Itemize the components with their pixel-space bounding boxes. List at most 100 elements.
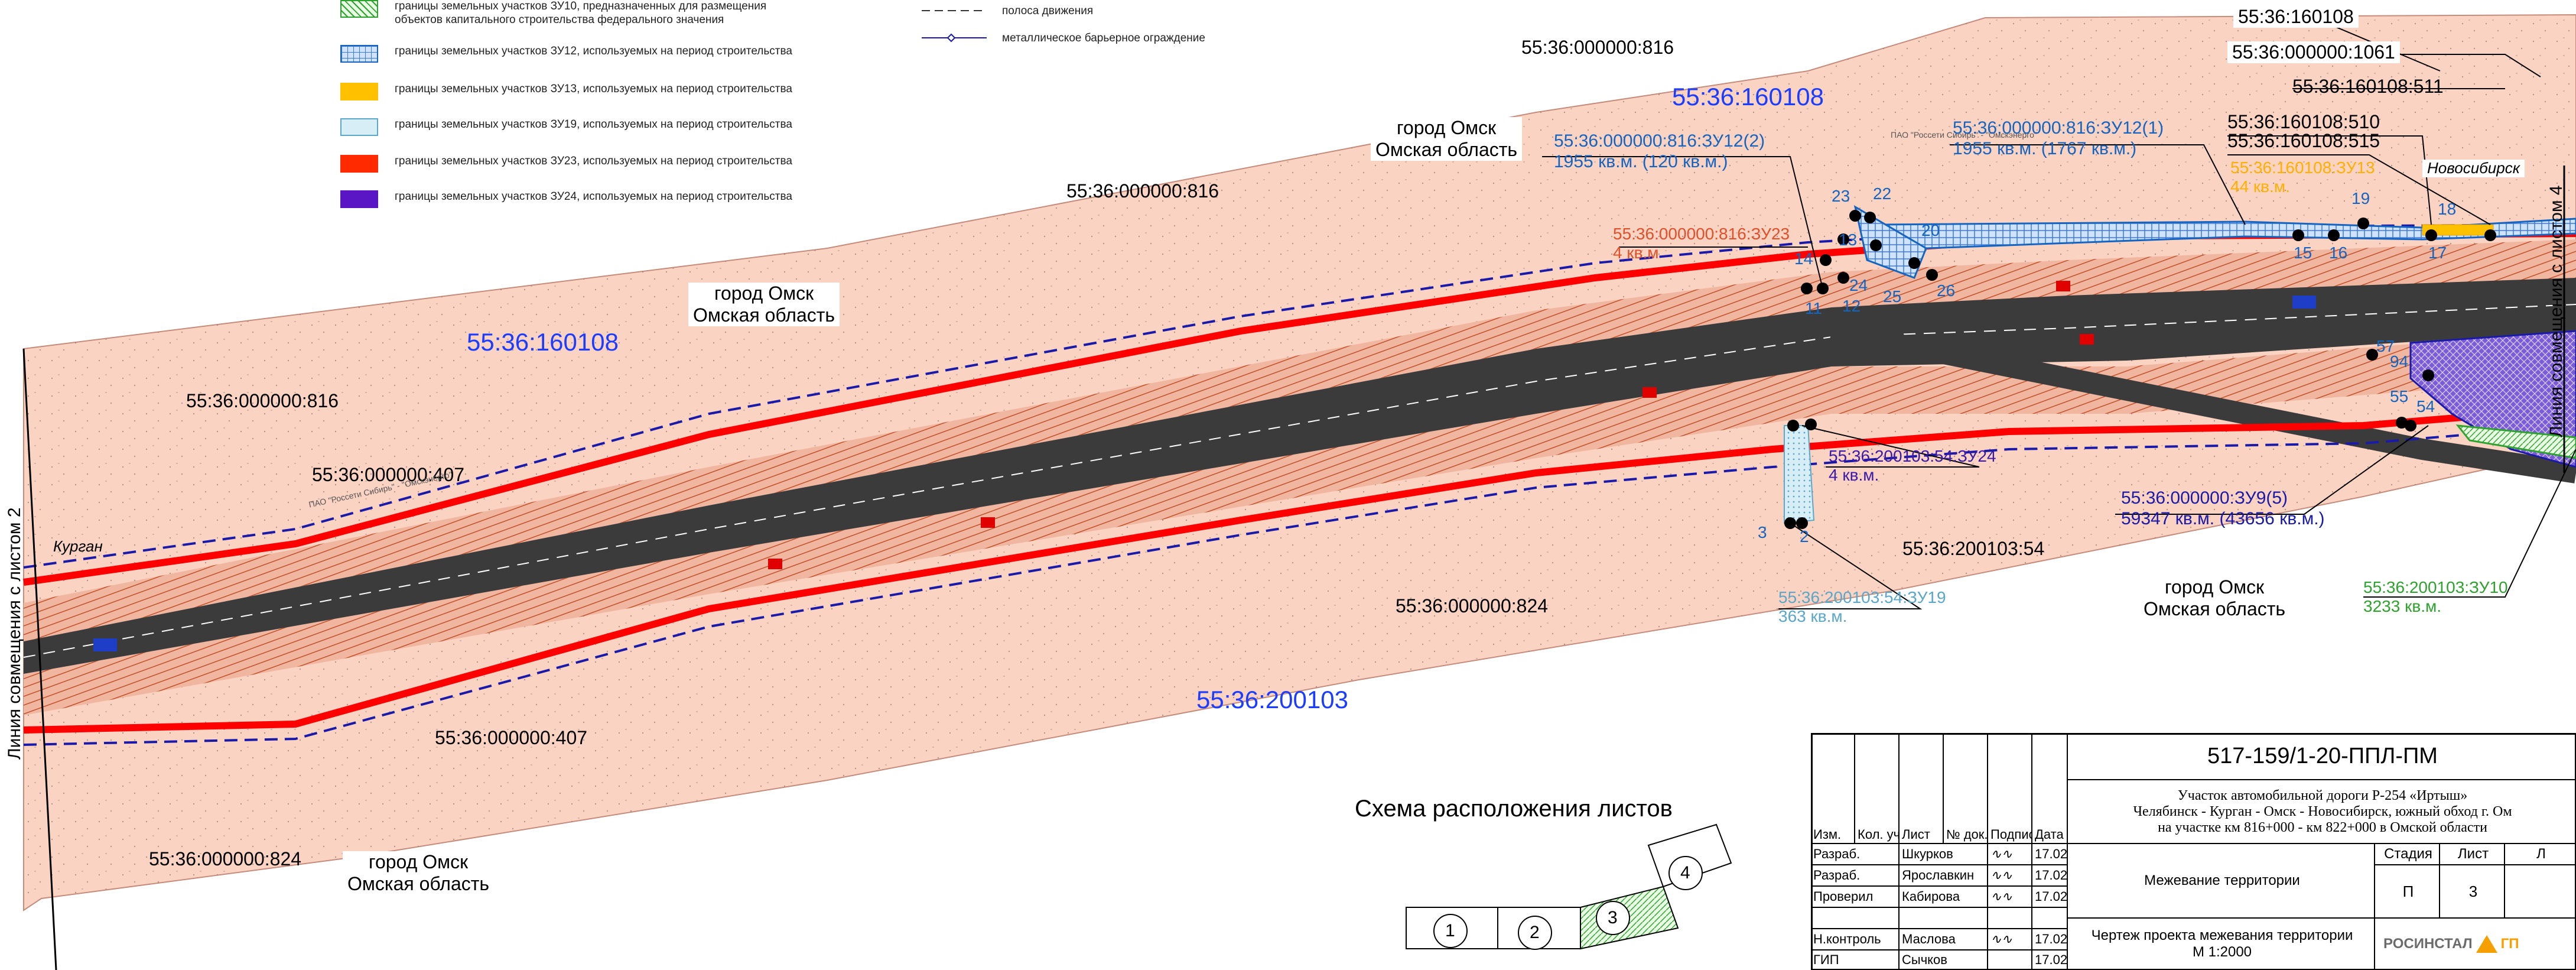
- signature-icon: ∿∿: [1988, 865, 2032, 887]
- quarter-number: 55:36:200103: [1196, 686, 1348, 713]
- legend-item-zu23: границы земельных участков ЗУ23, использ…: [340, 155, 792, 173]
- parcel-zu12-grid: [1878, 218, 2576, 249]
- callout-zu19: 55:36:200103:54:ЗУ19 363 кв.м.: [1778, 588, 1946, 626]
- role: Разраб.: [1811, 844, 1900, 865]
- point-label: 16: [2329, 244, 2348, 262]
- date: 17.02.21: [2032, 844, 2068, 865]
- sheet-2-label: 2: [1530, 923, 1540, 942]
- section-title: Межевание территории: [2068, 844, 2375, 919]
- role: Н.контроль: [1811, 929, 1900, 950]
- legend-item-zu10: границы земельных участков ЗУ10, предназ…: [340, 0, 766, 27]
- callout-zu10: 55:36:200103:ЗУ10 3233 кв.м.: [2363, 578, 2508, 616]
- point-label: 22: [1873, 184, 1892, 203]
- drawing-title: Чертеж проекта межевания территории М 1:…: [2068, 919, 2375, 970]
- stage-header: Стадия: [2375, 844, 2440, 865]
- embankment-north: [24, 239, 2576, 641]
- legend-label: полоса движения: [1002, 5, 1094, 17]
- person-name: Маслова: [1900, 929, 1988, 950]
- point-label: 25: [1883, 287, 1902, 306]
- header-list: Лист: [1900, 826, 1944, 844]
- red-boundary-south: [23, 404, 2576, 734]
- header-sign: Подпись: [1988, 826, 2032, 844]
- legend-item-lane: полоса движения: [922, 5, 1093, 18]
- point-label: 19: [2351, 189, 2370, 207]
- legend-label: границы земельных участков ЗУ12, использ…: [395, 45, 792, 57]
- sheets-header: Л: [2505, 844, 2576, 865]
- header-izm: Изм.: [1811, 826, 1855, 844]
- callout-zu9: 55:36:000000:ЗУ9(5) 59347 кв.м. (43656 кв…: [2121, 488, 2325, 528]
- point-label: 24: [1849, 276, 1868, 294]
- parcel-zu12-wedge: [1853, 205, 1927, 279]
- parcel-number: 55:36:000000:824: [1396, 595, 1549, 617]
- header-date: Дата: [2032, 826, 2068, 844]
- parcel-zu19-dots: [1784, 425, 1815, 524]
- quarter-number: 55:36:160108: [467, 328, 619, 356]
- sheet-4-label: 4: [1680, 863, 1690, 883]
- point-label: 57: [2376, 337, 2395, 355]
- parcel-number: 55:36:200103:54: [1902, 538, 2045, 559]
- sheet-1-label: 1: [1445, 921, 1455, 940]
- match-line-left: Линия совмещения с листом 2: [5, 507, 24, 760]
- dashed-line: [922, 10, 987, 11]
- yellow-swatch: [340, 83, 378, 100]
- date: 17.02.21: [2032, 865, 2068, 887]
- sheet-header: Лист: [2440, 844, 2505, 865]
- callout-zu24: 55:36:200103:54:ЗУ24 4 кв.м.: [1829, 447, 1996, 485]
- signature-icon: ∿∿: [1988, 929, 2032, 950]
- hatched-green-swatch: [340, 0, 378, 18]
- legend-item-zu19: границы земельных участков ЗУ19, использ…: [340, 118, 792, 136]
- parcel-number: 55:36:000000:1061: [2227, 41, 2400, 63]
- direction-label: Новосибирск: [2422, 159, 2525, 177]
- point-label: 55: [2390, 387, 2409, 405]
- parcel-number: 55:36:000000:816: [1521, 37, 1674, 58]
- road: [24, 278, 2576, 674]
- parcel-number: 55:36:000000:816: [186, 390, 339, 411]
- legend-item-zu13: границы земельных участков ЗУ13, использ…: [340, 83, 792, 100]
- point-label: 26: [1937, 281, 1956, 300]
- point-label: 17: [2428, 244, 2447, 262]
- city-label: город Омск Омская область: [688, 283, 840, 326]
- direction-label: Курган: [53, 537, 103, 555]
- blue-dashed-south: [23, 424, 2576, 746]
- title-block: Изм. Кол. уч. Лист № док. Подпись Дата Р…: [1811, 733, 2576, 970]
- red-swatch: [340, 155, 378, 173]
- legend-item-zu24: границы земельных участков ЗУ24, использ…: [340, 190, 792, 208]
- point-label: 94: [2390, 352, 2409, 371]
- blue-diamond-line: [922, 33, 987, 43]
- sheet-scheme: [1406, 823, 1732, 950]
- point-label: 12: [1842, 297, 1861, 315]
- stage-value: П: [2375, 865, 2440, 919]
- point-label: 11: [1805, 299, 1823, 317]
- match-line-right: Линия совмещения с листом 4: [2546, 185, 2566, 437]
- parcel-number: 55:36:160108: [2233, 6, 2359, 28]
- signature-icon: ∿∿: [1988, 844, 2032, 865]
- logo-icon: [2476, 935, 2497, 953]
- parcel-zu13-yellow: [2422, 224, 2494, 236]
- sheet-value: 3: [2440, 865, 2505, 919]
- city-label: город Омск Омская область: [1371, 117, 1523, 161]
- legend-item-barrier: металлическое барьерное ограждение: [922, 32, 1205, 46]
- role: Проверил: [1811, 887, 1900, 908]
- parcel-number: 55:36:000000:824: [149, 848, 302, 870]
- legend-label: границы земельных участков ЗУ13, использ…: [395, 83, 792, 95]
- parcel-number: 55:36:160108:515: [2227, 130, 2380, 151]
- header-doc: № док.: [1944, 826, 1988, 844]
- point-label: 13: [1839, 231, 1858, 249]
- date: 17.02.21: [2032, 950, 2068, 970]
- callout-zu12-1: 55:36:000000:816:ЗУ12(1) 1955 кв.м. (1767…: [1953, 118, 2164, 158]
- legend-label: границы земельных участков ЗУ24, использ…: [395, 190, 792, 203]
- person-name: Шкурков: [1900, 844, 1988, 865]
- parcel-number: 55:36:000000:407: [435, 727, 588, 748]
- legend-label: границы земельных участков ЗУ23, использ…: [395, 155, 792, 167]
- parcel-number: 55:36:160108:511: [2292, 76, 2444, 97]
- point-label: 14: [1794, 249, 1813, 268]
- parcel-number: 55:36:000000:407: [312, 464, 465, 485]
- date: 17.02.21: [2032, 929, 2068, 950]
- parcel-zu10-green: [2455, 424, 2576, 459]
- role: ГИП: [1811, 950, 1900, 970]
- sheets-value: [2505, 865, 2576, 919]
- point-label: 20: [1921, 221, 1940, 239]
- scheme-title: Схема расположения листов: [1355, 796, 1673, 822]
- legend-label-2: объектов капитального строительства феде…: [395, 13, 724, 26]
- parcel-number: 55:36:160108:510: [2227, 111, 2380, 132]
